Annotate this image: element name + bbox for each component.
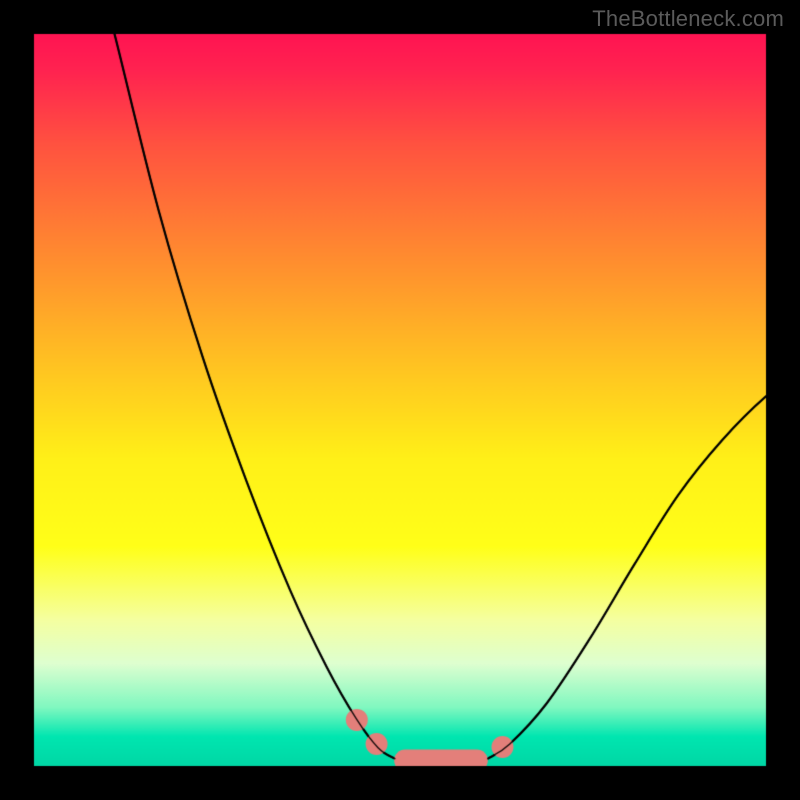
bottleneck-chart-canvas	[0, 0, 800, 800]
chart-stage: TheBottleneck.com	[0, 0, 800, 800]
